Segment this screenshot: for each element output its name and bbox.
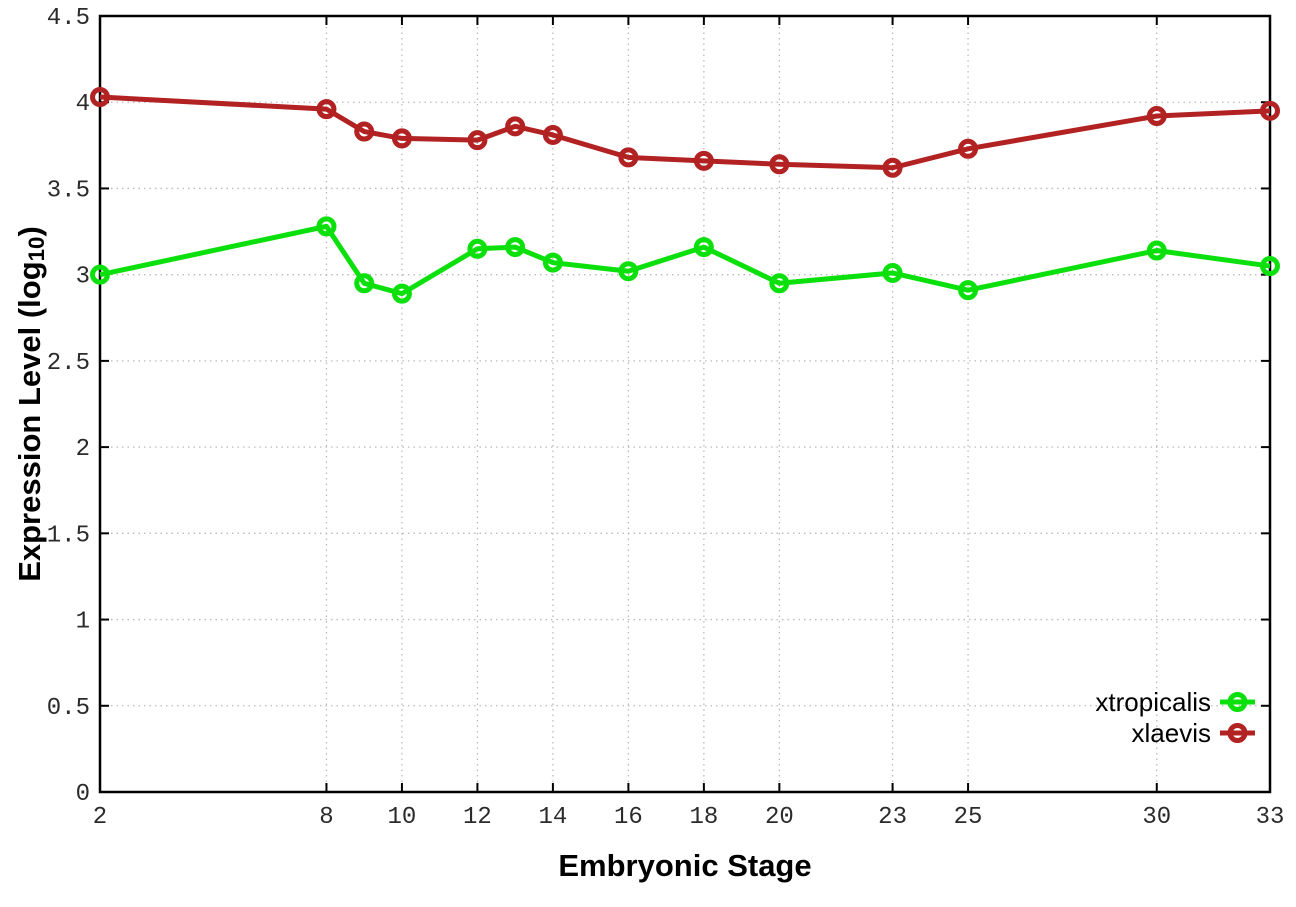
xtropicalis-marker — [1146, 240, 1167, 261]
xlaevis-line — [99, 94, 1271, 171]
x-tick-label: 25 — [954, 804, 983, 831]
y-tick-label: 3.5 — [47, 177, 90, 204]
y-tick-label: 0.5 — [47, 695, 90, 722]
y-tick-label: 1 — [76, 609, 90, 636]
y-tick-label: 2.5 — [47, 350, 90, 377]
y-tick-label: 0 — [76, 781, 90, 808]
xlaevis-marker — [882, 157, 903, 178]
xtropicalis-marker — [354, 273, 375, 294]
x-tick-label: 16 — [614, 804, 643, 831]
xtropicalis-marker — [618, 261, 639, 282]
xtropicalis-marker — [316, 216, 337, 237]
y-axis-title-suffix: ) — [12, 226, 47, 237]
xtropicalis-marker — [769, 273, 790, 294]
y-axis-title-subscript: 10 — [24, 236, 50, 262]
xlaevis-marker — [1146, 106, 1167, 127]
y-tick-label: 3 — [76, 264, 90, 291]
xtropicalis-marker — [1260, 256, 1280, 277]
y-tick-label: 4 — [76, 91, 90, 118]
legend-label-xlaevis: xlaevis — [1132, 718, 1211, 748]
xlaevis-marker — [316, 99, 337, 120]
y-axis-title-text: Expression Level (log — [12, 261, 47, 582]
x-tick-label: 18 — [689, 804, 718, 831]
x-tick-label: 8 — [319, 804, 333, 831]
x-tick-label: 20 — [765, 804, 794, 831]
x-axis-title: Embryonic Stage — [558, 848, 811, 884]
xtropicalis-marker — [505, 237, 526, 258]
xlaevis-marker — [467, 130, 488, 151]
xlaevis-marker — [769, 154, 790, 175]
x-axis-title-text: Embryonic Stage — [558, 848, 812, 883]
legend-marker-xlaevis — [1227, 723, 1248, 743]
xlaevis-marker — [505, 116, 526, 137]
xlaevis-marker — [1260, 100, 1280, 121]
x-tick-label: 33 — [1256, 804, 1285, 831]
xtropicalis-marker — [391, 283, 412, 304]
y-axis-title: Expression Level (log10) — [12, 226, 50, 582]
x-tick-label: 14 — [538, 804, 567, 831]
xtropicalis-marker — [542, 252, 563, 273]
x-tick-label: 2 — [93, 804, 107, 831]
xtropicalis-line — [99, 223, 1271, 297]
x-tick-label: 23 — [878, 804, 907, 831]
legend-marker-xtropicalis — [1227, 692, 1248, 712]
y-tick-label: 2 — [76, 436, 90, 463]
xlaevis-marker — [354, 121, 375, 142]
x-tick-label: 12 — [463, 804, 492, 831]
y-tick-label: 1.5 — [47, 522, 90, 549]
xtropicalis-marker — [958, 280, 979, 301]
xlaevis-marker — [958, 138, 979, 159]
xtropicalis-marker — [882, 262, 903, 283]
xlaevis-marker — [542, 124, 563, 145]
legend-label-xtropicalis: xtropicalis — [1095, 687, 1211, 717]
xtropicalis-marker — [467, 238, 488, 259]
xlaevis-marker — [90, 87, 110, 108]
xlaevis-marker — [693, 150, 714, 171]
x-tick-label: 10 — [388, 804, 417, 831]
plot-border — [98, 14, 1272, 794]
xlaevis-marker — [618, 147, 639, 168]
xlaevis-marker — [391, 128, 412, 149]
xtropicalis-marker — [693, 237, 714, 258]
x-tick-label: 30 — [1142, 804, 1171, 831]
xtropicalis-marker — [90, 264, 110, 285]
y-tick-label: 4.5 — [47, 5, 90, 32]
